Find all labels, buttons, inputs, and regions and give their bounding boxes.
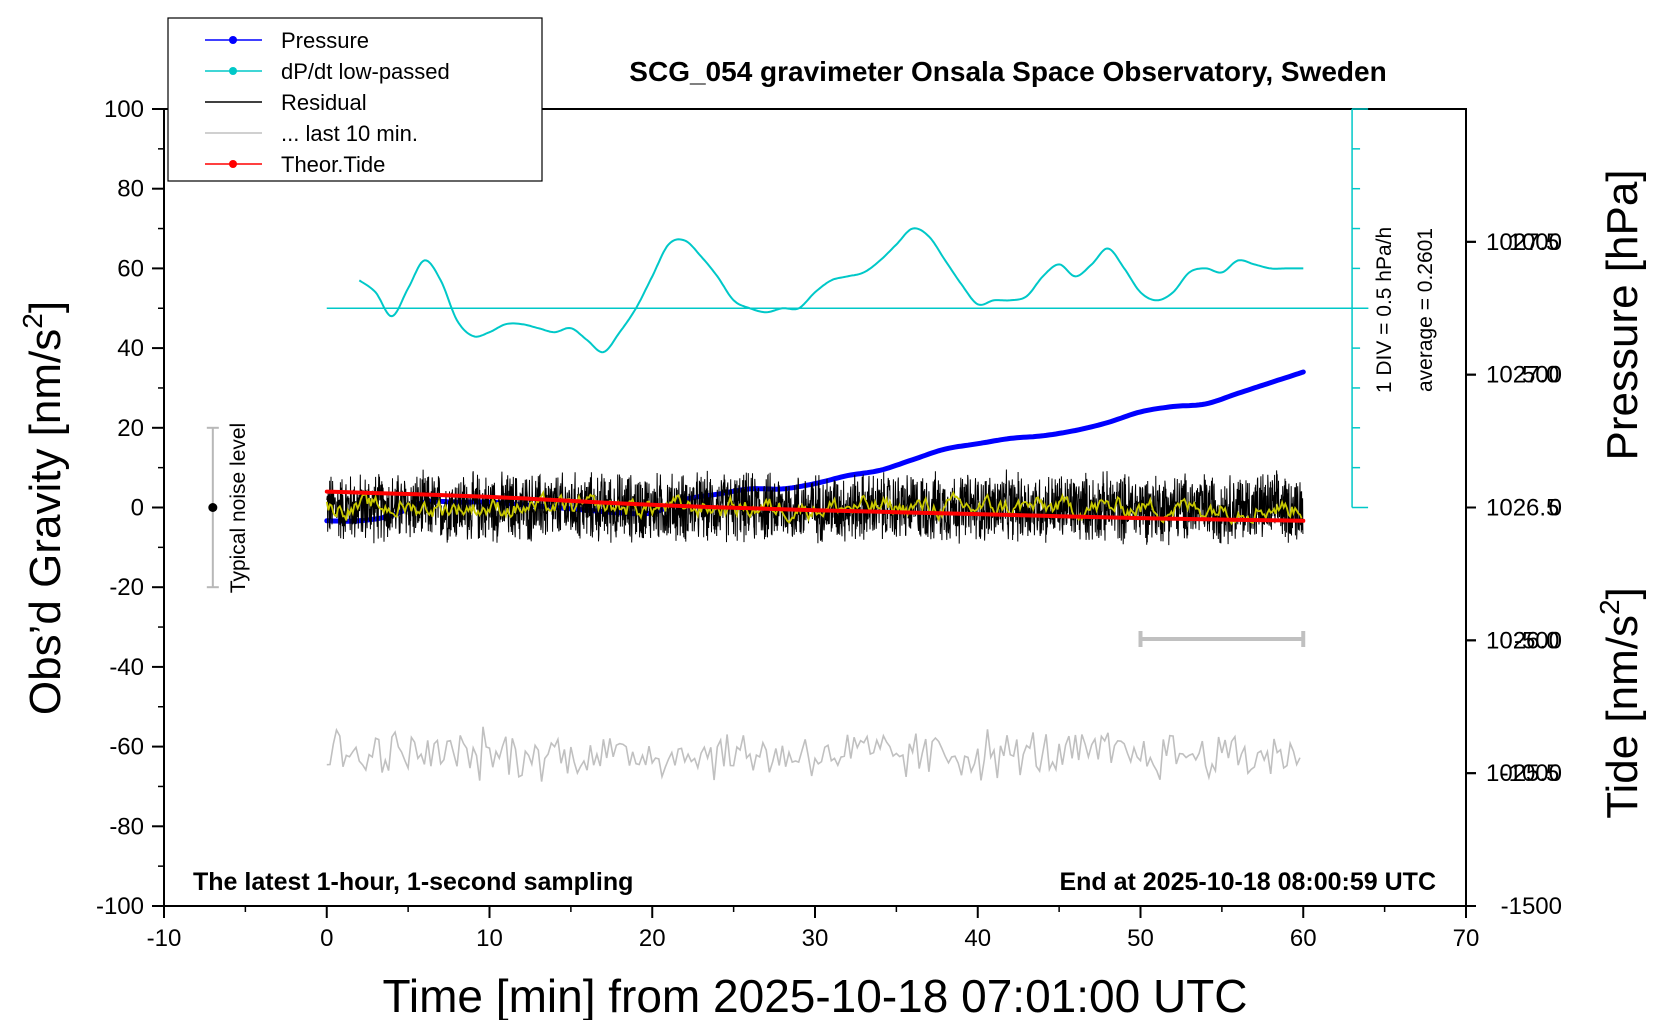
legend-marker	[229, 36, 237, 44]
residual-lowpass-line	[325, 489, 1303, 526]
x-tick-label: 40	[964, 925, 991, 952]
x-tick-label: 50	[1127, 925, 1154, 952]
y-axis-label-left-main: Obs’d Gravity [nm/s	[21, 329, 70, 715]
y-axis-label-tide-sup: 2	[1594, 599, 1625, 615]
y-tick-label: -40	[109, 654, 144, 681]
pressure-tick-label: 1027.0	[1486, 362, 1559, 389]
noise-center-dot	[208, 503, 218, 512]
pressure-tick-label: 1026.0	[1486, 627, 1559, 654]
legend-label: Theor.Tide	[281, 152, 385, 177]
chart-title: SCG_054 gravimeter Onsala Space Observat…	[629, 56, 1386, 87]
legend-items: Pressure dP/dt low-passed Residual ... last…	[205, 28, 450, 177]
tide-tick-label: -500	[1514, 627, 1562, 654]
tide-line	[324, 489, 1306, 523]
legend-box	[167, 17, 543, 182]
noise-label: Typical noise level	[227, 423, 250, 593]
x-tick-label: 60	[1290, 925, 1317, 952]
sampling-note: The latest 1-hour, 1-second sampling	[193, 868, 633, 896]
x-tick-label: 0	[320, 925, 333, 952]
dpdt-line	[358, 227, 1304, 354]
pressure-tick-label: 1026.5	[1486, 495, 1559, 522]
pressure-tick-label: 1027.5	[1486, 229, 1559, 256]
axis-ticks: -10 0 10 20 30 40 50 60 70-100-80-60-40-20020406…	[96, 96, 1562, 952]
x-tick-label: 10	[476, 925, 503, 952]
y-tick-label: 0	[131, 495, 144, 522]
y-axis-label-left: Obs’d Gravity [nm/s2]	[17, 301, 70, 715]
average-label: average = 0.2601	[1414, 228, 1437, 392]
legend-label: ... last 10 min.	[281, 121, 418, 146]
legend-label: dP/dt low-passed	[281, 59, 450, 84]
last10-line	[326, 726, 1301, 782]
tide-tick-label: -1500	[1501, 893, 1562, 920]
y-tick-label: 100	[104, 96, 144, 123]
y-axis-label-tide-end: ]	[1598, 587, 1647, 599]
tide-tick-label: -1000	[1501, 760, 1562, 787]
tide-tick-label: 0	[1549, 495, 1562, 522]
x-tick-label: 30	[802, 925, 829, 952]
end-time-note: End at 2025-10-18 08:00:59 UTC	[1059, 868, 1436, 896]
y-tick-label: 40	[117, 335, 144, 362]
y-axis-label-pressure: Pressure [hPa]	[1598, 169, 1647, 460]
pressure-line	[324, 369, 1306, 524]
y-axis-label-tide-main: Tide [nm/s	[1598, 615, 1647, 819]
legend-marker	[229, 160, 237, 168]
data-series	[324, 108, 1369, 782]
tide-tick-label: 500	[1522, 362, 1562, 389]
annotations	[206, 426, 1306, 648]
legend: Pressure dP/dt low-passed Residual ... last…	[167, 17, 543, 182]
pressure-tick-label: 1025.5	[1486, 760, 1559, 787]
y-tick-label: -60	[109, 734, 144, 761]
y-axis-label-left-end: ]	[21, 301, 70, 313]
y-tick-label: 80	[117, 176, 144, 203]
y-tick-label: -80	[109, 813, 144, 840]
y-tick-label: 60	[117, 255, 144, 282]
x-tick-label: 20	[639, 925, 666, 952]
y-axis-label-left-sup: 2	[17, 313, 48, 329]
y-tick-label: -20	[109, 574, 144, 601]
legend-label: Residual	[281, 90, 367, 115]
legend-marker	[229, 67, 237, 75]
y-axis-label-tide: Tide [nm/s2]	[1594, 587, 1647, 819]
legend-label: Pressure	[281, 28, 369, 53]
x-axis-label: Time [min] from 2025-10-18 07:01:00 UTC	[383, 970, 1248, 1020]
x-tick-label: -10	[147, 925, 182, 952]
x-tick-label: 70	[1453, 925, 1480, 952]
div-label: 1 DIV = 0.5 hPa/h	[1373, 227, 1396, 393]
residual-line	[326, 469, 1304, 546]
y-tick-label: -100	[96, 893, 144, 920]
y-tick-label: 20	[117, 415, 144, 442]
tide-tick-label: 1000	[1509, 229, 1562, 256]
